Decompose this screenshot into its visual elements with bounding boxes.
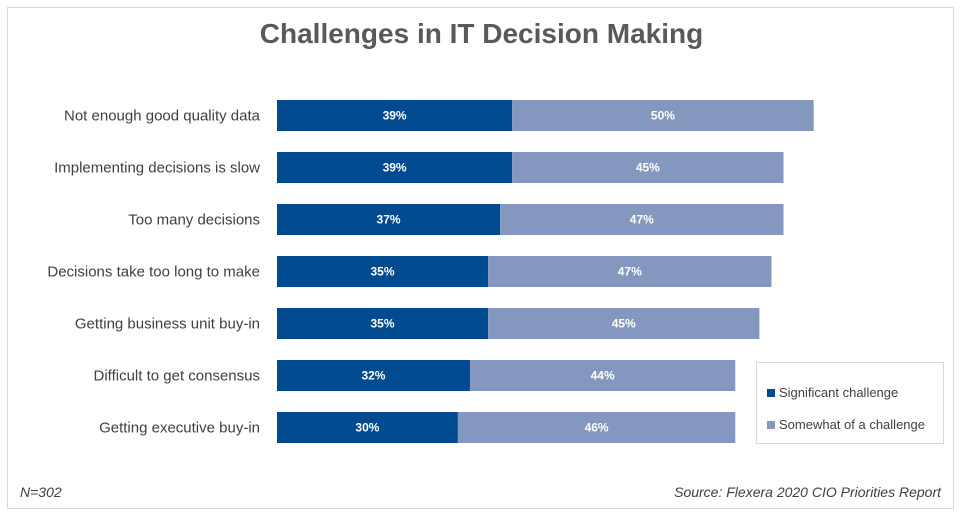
legend: Significant challenge Somewhat of a chal… bbox=[756, 362, 944, 444]
legend-label-significant: Significant challenge bbox=[779, 385, 899, 400]
bar-significant bbox=[277, 360, 470, 391]
source-note: Source: Flexera 2020 CIO Priorities Repo… bbox=[674, 484, 941, 500]
legend-label-somewhat: Somewhat of a challenge bbox=[779, 417, 925, 432]
legend-swatch-significant bbox=[767, 388, 775, 397]
bar-somewhat bbox=[488, 256, 772, 287]
sample-size-note: N=302 bbox=[20, 484, 62, 500]
data-label: 32% bbox=[361, 369, 385, 383]
data-label: 39% bbox=[383, 161, 407, 175]
data-label: 46% bbox=[585, 421, 609, 435]
legend-item-somewhat: Somewhat of a challenge bbox=[767, 417, 925, 432]
category-label: Decisions take too long to make bbox=[47, 264, 260, 281]
category-label: Getting executive buy-in bbox=[99, 420, 260, 437]
data-label: 44% bbox=[591, 369, 615, 383]
category-label: Difficult to get consensus bbox=[94, 368, 260, 385]
data-label: 30% bbox=[355, 421, 379, 435]
chart-title: Challenges in IT Decision Making bbox=[259, 18, 704, 49]
category-label: Implementing decisions is slow bbox=[54, 160, 260, 177]
data-label: 35% bbox=[371, 265, 395, 279]
bar-somewhat bbox=[488, 308, 760, 339]
data-label: 45% bbox=[636, 161, 660, 175]
bar-significant bbox=[277, 412, 458, 443]
bar-somewhat bbox=[512, 100, 814, 131]
bar-significant bbox=[277, 256, 489, 287]
bar-significant bbox=[277, 204, 501, 235]
data-label: 47% bbox=[630, 213, 654, 227]
category-label: Too many decisions bbox=[128, 212, 260, 229]
category-label: Not enough good quality data bbox=[64, 108, 261, 125]
data-label: 47% bbox=[618, 265, 642, 279]
bar-somewhat bbox=[457, 412, 736, 443]
data-label: 35% bbox=[371, 317, 395, 331]
bar-somewhat bbox=[469, 360, 736, 391]
bar-somewhat bbox=[512, 152, 784, 183]
category-label: Getting business unit buy-in bbox=[75, 316, 260, 333]
data-label: 39% bbox=[383, 109, 407, 123]
data-label: 50% bbox=[651, 109, 675, 123]
data-label: 45% bbox=[612, 317, 636, 331]
data-label: 37% bbox=[377, 213, 401, 227]
bar-significant bbox=[277, 100, 513, 131]
legend-swatch-somewhat bbox=[767, 420, 775, 429]
bar-somewhat bbox=[500, 204, 784, 235]
bar-significant bbox=[277, 308, 489, 339]
bar-significant bbox=[277, 152, 513, 183]
legend-item-significant: Significant challenge bbox=[767, 385, 898, 400]
